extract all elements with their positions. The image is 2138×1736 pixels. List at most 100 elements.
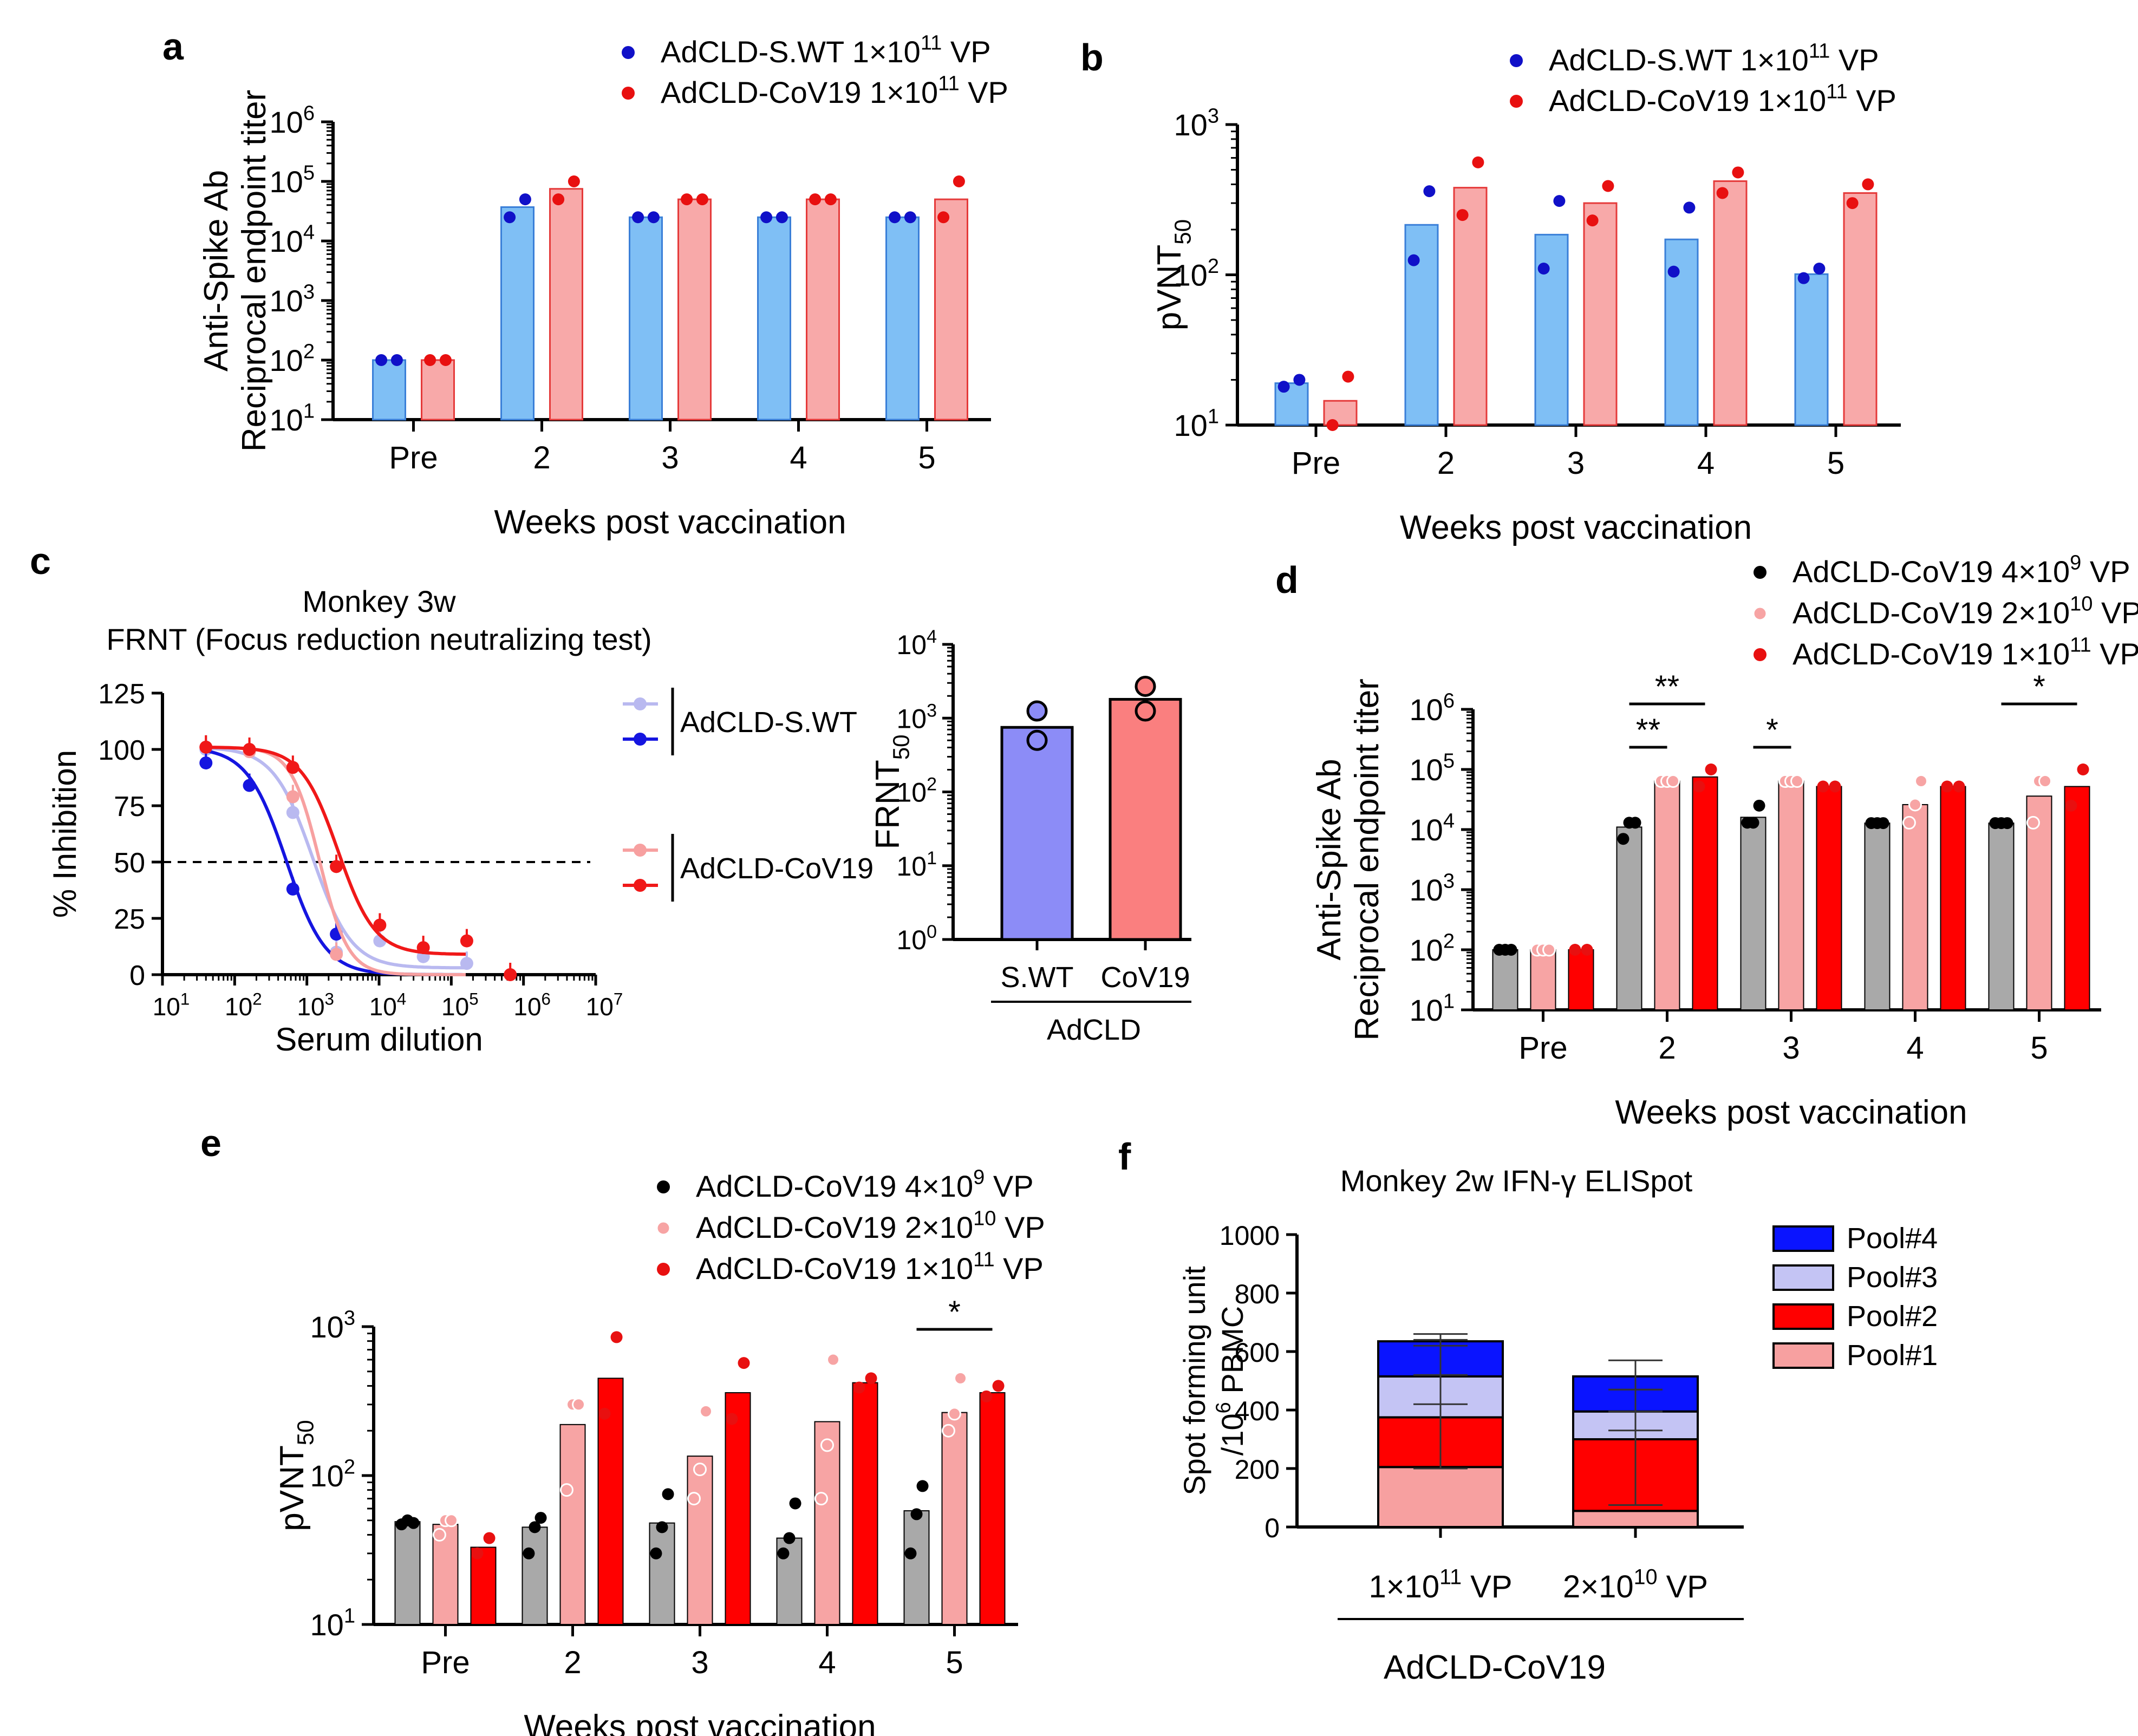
legend-label: Pool#1 (1847, 1339, 1938, 1372)
data-point (865, 1372, 877, 1385)
legend-label: AdCLD-S.WT (680, 706, 857, 739)
bar (1616, 826, 1642, 1010)
bar (677, 198, 712, 421)
data-point (1026, 729, 1048, 751)
y-tick-label: 101 (270, 400, 315, 437)
bar (394, 1521, 421, 1625)
y-tick-label: 800 (1235, 1279, 1280, 1309)
y-axis-label: FRNT50 (869, 734, 914, 849)
data-point (1817, 780, 1829, 793)
bar (725, 1392, 751, 1626)
y-tick-label: 106 (270, 102, 315, 139)
x-axis-label: Serum dilution (275, 1021, 483, 1058)
data-point (699, 1404, 713, 1418)
data-point (460, 957, 473, 970)
y-tick-label: 101 (1174, 405, 1219, 442)
bar (470, 1546, 497, 1626)
legend-swatch (1772, 1225, 1834, 1252)
x-tick-label: 2 (533, 440, 550, 475)
legend-marker (622, 87, 635, 100)
data-point (1537, 263, 1550, 275)
bar (500, 206, 534, 421)
data-point (407, 1517, 420, 1529)
x-tick-label: 101 (153, 990, 190, 1021)
data-point (681, 193, 693, 206)
y-tick-label: 100 (896, 922, 937, 955)
data-point (439, 354, 452, 366)
data-point (904, 211, 916, 224)
data-point (373, 918, 387, 932)
bar (1568, 949, 1594, 1010)
data-point (1693, 780, 1705, 793)
data-point (534, 1512, 547, 1524)
x-tick-label: Pre (389, 440, 438, 475)
data-point (1705, 763, 1717, 775)
x-tick-label: S.WT (1001, 961, 1074, 994)
y-tick-label: 102 (270, 340, 315, 377)
bar (1778, 780, 1804, 1010)
chart-a: 101 102 103 104 105 106 Pre 2 3 4 5 Weeks post vacc… (198, 31, 1008, 541)
group-label: AdCLD-CoV19 (1384, 1649, 1606, 1686)
data-point (552, 193, 565, 206)
bar (1864, 823, 1891, 1011)
bar (757, 216, 791, 421)
x-tick-label: 103 (297, 990, 334, 1021)
legend-label: AdCLD-CoV19 2×1010 VP (696, 1207, 1045, 1244)
data-point (1569, 944, 1581, 956)
chart-f: Monkey 2w IFN-γ ELISpot 0 200 400 600 800 1000… (1177, 1164, 1938, 1686)
bar (1794, 273, 1829, 426)
data-point (432, 1528, 446, 1542)
chart-c1: Monkey 3w FRNT (Focus reduction neutraliz… (47, 584, 874, 1058)
y-tick-label: 101 (310, 1604, 355, 1642)
data-point (460, 934, 473, 948)
group-label: AdCLD (1047, 1014, 1141, 1046)
legend-marker (1510, 95, 1523, 108)
bar (2064, 786, 2090, 1011)
legend-label: AdCLD-CoV19 1×1011 VP (661, 72, 1008, 109)
data-point (1953, 780, 1965, 793)
bar (372, 359, 406, 421)
legend-swatch (1772, 1342, 1834, 1369)
y-tick-label: 102 (1174, 255, 1219, 292)
legend-marker (1752, 606, 1768, 621)
bar (1583, 202, 1618, 426)
significance-label: * (2033, 669, 2045, 704)
bar (1816, 786, 1842, 1011)
y-tick-label: 103 (1174, 105, 1219, 142)
data-point (610, 1331, 623, 1343)
chart-title: FRNT (Focus reduction neutralizing test) (106, 622, 651, 656)
data-point (910, 1508, 923, 1520)
data-point (693, 1463, 707, 1477)
data-point (647, 211, 660, 224)
data-point (2001, 817, 2013, 830)
bar (1654, 780, 1680, 1010)
data-point (1862, 178, 1874, 191)
y-tick-label: 75 (114, 791, 145, 823)
data-point (286, 790, 299, 804)
significance-label: ** (1636, 713, 1660, 748)
bar (421, 359, 455, 421)
y-tick-label: 102 (1410, 930, 1455, 967)
bar (1940, 786, 1966, 1011)
x-tick-label: 4 (790, 440, 807, 475)
data-point (760, 211, 773, 224)
data-point (1667, 265, 1680, 278)
data-point (286, 882, 299, 896)
data-point (2026, 815, 2040, 830)
data-point (504, 211, 516, 224)
data-point (568, 175, 580, 187)
y-axis-label: Reciprocal endpoint titer (1348, 678, 1386, 1041)
data-point (687, 1492, 701, 1506)
data-point (2038, 774, 2052, 788)
data-point (559, 1483, 573, 1497)
data-point (1293, 374, 1306, 386)
bar (941, 1412, 968, 1626)
y-axis-label: /106 PBMC (1212, 1306, 1249, 1456)
data-point (992, 1380, 1005, 1392)
data-point (286, 761, 299, 774)
x-tick-label: 1×1011 VP (1368, 1565, 1512, 1604)
data-point (937, 211, 950, 224)
data-point (953, 175, 965, 187)
data-point (504, 968, 517, 981)
